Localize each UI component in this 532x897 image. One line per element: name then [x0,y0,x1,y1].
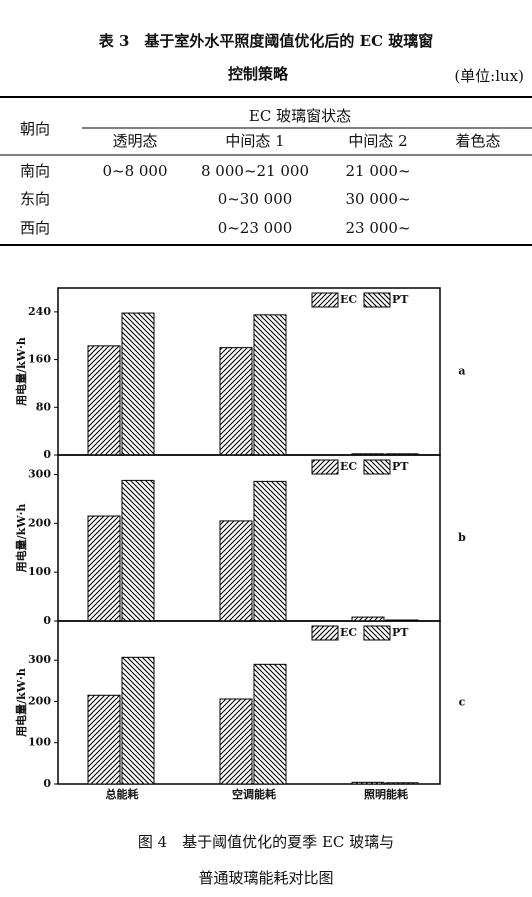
legend-swatch [311,292,339,308]
header-cell: 着色态 [455,132,500,150]
table-cell: 西向 [20,219,50,237]
legend-label: PT [392,460,409,473]
bar [87,694,121,785]
y-axis-label: 用电量/kW·h [14,337,28,406]
y-tick-label: 200 [28,694,51,707]
y-tick-label: 0 [43,777,51,790]
legend-swatch [311,625,339,641]
legend-swatch [363,459,391,475]
bar [87,515,121,622]
bar [219,698,253,785]
y-tick-label: 300 [28,468,51,481]
table-unit: (单位:lux) [454,67,524,85]
x-tick-label: 空调能耗 [232,787,276,801]
bar [253,663,287,785]
bar [385,782,419,785]
table-cell: 0~23 000 [218,219,293,237]
table-title: 控制策略 [228,65,289,83]
table-title: 表 3 基于室外水平照度阈值优化后的 EC 玻璃窗 [99,32,433,50]
y-tick-label: 100 [28,565,51,578]
y-tick-label: 0 [43,448,51,461]
bar [351,781,385,785]
y-axis-label: 用电量/kW·h [14,668,28,737]
x-tick-label: 照明能耗 [364,787,408,801]
legend-label: PT [392,626,409,639]
y-tick-label: 80 [36,400,52,413]
legend-swatch [363,292,391,308]
y-tick-label: 200 [28,516,51,529]
header-cell: EC 玻璃窗状态 [249,107,351,125]
bar [253,314,287,456]
bar [121,479,155,622]
legend-swatch [311,459,339,475]
header-cell: 中间态 1 [225,132,284,150]
x-tick-label: 总能耗 [106,787,139,801]
bar [87,345,121,456]
table-cell: 0~8 000 [102,162,167,180]
header-cell: 中间态 2 [348,132,407,150]
y-axis-label: 用电量/kW·h [14,504,28,573]
caption: 图 4 基于阈值优化的夏季 EC 玻璃与 [138,833,394,851]
caption: 普通玻璃能耗对比图 [198,869,333,887]
legend-label: EC [340,626,357,639]
panel-label: c [459,696,466,709]
bar [219,520,253,622]
bar [121,656,155,785]
table-cell: 东向 [20,190,50,208]
table-cell: 21 000~ [345,162,410,180]
table-cell: 30 000~ [345,190,410,208]
panel-label: a [458,365,465,378]
y-tick-label: 240 [28,305,51,318]
table-cell: 23 000~ [345,219,410,237]
header-cell: 朝向 [20,120,50,138]
table-cell: 0~30 000 [218,190,293,208]
bar [121,312,155,456]
y-tick-label: 0 [43,614,51,627]
header-cell: 透明态 [112,132,157,150]
legend-label: EC [340,293,357,306]
y-tick-label: 100 [28,736,51,749]
y-tick-label: 160 [28,353,51,366]
legend-label: PT [392,293,409,306]
y-tick-label: 300 [28,653,51,666]
legend-label: EC [340,460,357,473]
table-cell: 8 000~21 000 [201,162,309,180]
table-cell: 南向 [20,162,50,180]
bar [219,347,253,456]
bar [253,480,287,622]
panel-label: b [458,531,466,544]
legend-swatch [363,625,391,641]
